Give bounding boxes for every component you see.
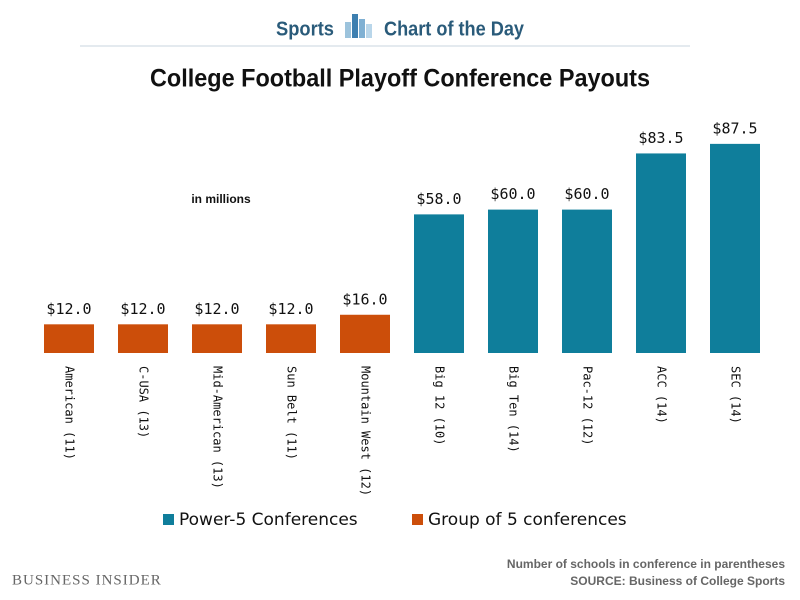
value-label: $87.5 (712, 119, 757, 137)
section-subtitle: Chart of the Day (384, 18, 525, 40)
bar (636, 153, 686, 353)
source: SOURCE: Business of College Sports (570, 574, 785, 588)
bar (710, 143, 760, 353)
footnote: Number of schools in conference in paren… (507, 557, 785, 571)
section-label: Sports (276, 18, 334, 40)
bar (192, 324, 242, 353)
bar (562, 209, 612, 353)
unit-note: in millions (191, 192, 251, 206)
value-label: $60.0 (490, 185, 535, 203)
x-tick-label: Sun Belt (11) (285, 366, 299, 460)
value-label: $60.0 (564, 185, 609, 203)
x-tick-label: Mountain West (12) (359, 366, 373, 496)
value-label: $12.0 (268, 300, 313, 318)
legend-swatch (412, 514, 423, 525)
x-tick-label: American (11) (63, 366, 77, 460)
x-tick-label: Big 12 (10) (433, 366, 447, 445)
bar (340, 314, 390, 353)
value-label: $12.0 (46, 300, 91, 318)
x-tick-label: Mid-American (13) (211, 366, 225, 489)
value-label: $83.5 (638, 129, 683, 147)
publisher: BUSINESS INSIDER (12, 572, 162, 588)
x-tick-label: Big Ten (14) (507, 366, 521, 453)
legend-label: Power-5 Conferences (179, 510, 358, 530)
bar (414, 214, 464, 353)
x-tick-label: C-USA (13) (137, 366, 151, 438)
x-tick-label: ACC (14) (655, 366, 669, 424)
bar (118, 324, 168, 353)
bar (488, 209, 538, 353)
bar (44, 324, 94, 353)
legend-label: Group of 5 conferences (428, 510, 627, 530)
value-label: $58.0 (416, 190, 461, 208)
value-label: $12.0 (194, 300, 239, 318)
value-label: $12.0 (120, 300, 165, 318)
bar (266, 324, 316, 353)
logo-icon (345, 14, 372, 38)
x-tick-label: SEC (14) (729, 366, 743, 424)
chart-title: College Football Playoff Conference Payo… (150, 65, 650, 93)
value-label: $16.0 (342, 290, 387, 308)
x-tick-label: Pac-12 (12) (581, 366, 595, 445)
legend-swatch (163, 514, 174, 525)
